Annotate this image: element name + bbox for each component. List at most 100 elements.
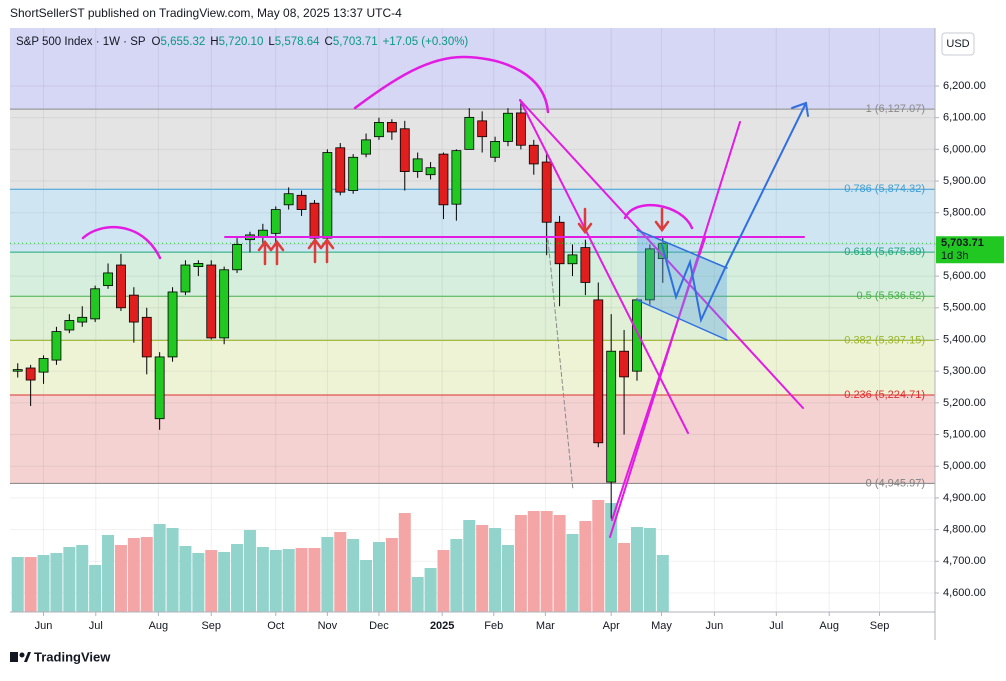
y-tick-label: 6,200.00 xyxy=(943,80,986,92)
volume-bar xyxy=(437,550,450,612)
volume-bar xyxy=(102,535,115,612)
candle-body xyxy=(103,272,113,287)
candle-body xyxy=(528,144,539,165)
fib-label: 0.382 (5,397.15) xyxy=(844,334,925,346)
y-tick-label: 5,400.00 xyxy=(943,333,986,345)
fib-label: 0.786 (5,874.32) xyxy=(844,183,925,195)
x-tick-label: Aug xyxy=(819,620,839,632)
candle-body xyxy=(632,299,642,372)
volume-bar xyxy=(63,547,76,612)
y-tick-label: 4,800.00 xyxy=(943,524,986,536)
volume-bar xyxy=(114,545,127,612)
volume-bar xyxy=(127,538,140,612)
volume-bar xyxy=(630,527,643,612)
candle-body xyxy=(619,350,629,378)
x-tick-label: Apr xyxy=(603,620,620,632)
legend: S&P 500 Index · 1W · SP O5,655.32 H5,720.1… xyxy=(16,36,468,48)
plot-area: 1 (6,127.07) 0.786 (5,874.32) 0.618 (5,675… xyxy=(10,28,935,612)
ohlc-key: H xyxy=(210,36,218,48)
footer-brand: TradingView xyxy=(34,649,111,664)
volume-bar xyxy=(24,557,37,612)
arrows xyxy=(257,207,670,266)
volume-bar xyxy=(424,568,437,612)
y-tick-label: 5,900.00 xyxy=(943,175,986,187)
fib-label: 0 (4,945.97) xyxy=(866,477,925,489)
fib-band xyxy=(10,252,935,297)
volume-bar xyxy=(463,520,476,612)
fib-band xyxy=(10,296,935,341)
volume-bar xyxy=(579,521,592,612)
fib-label: 0.5 (5,536.52) xyxy=(857,290,926,302)
ohlc-value: 5,720.10 xyxy=(219,36,264,48)
candle-body xyxy=(451,150,462,205)
ohlc-key: O xyxy=(152,36,161,48)
volume-bar xyxy=(385,538,398,612)
volume-bar xyxy=(282,549,295,612)
candle-body xyxy=(580,247,591,283)
candle-body xyxy=(90,288,101,320)
candle-body xyxy=(567,254,578,265)
volume-bar xyxy=(450,539,463,612)
arc xyxy=(81,226,162,260)
channel-line xyxy=(636,299,728,341)
candle-body xyxy=(180,264,191,293)
volume-bar xyxy=(514,515,527,612)
publisher-header: ShortSellerST published on TradingView.c… xyxy=(10,6,402,20)
ohlc-value: 5,703.71 xyxy=(333,36,378,48)
y-tick-label: 5,300.00 xyxy=(943,365,986,377)
volume-bar xyxy=(334,532,347,612)
candle-body xyxy=(219,269,230,339)
candle-body xyxy=(503,112,513,142)
volume-bar xyxy=(411,577,424,612)
currency: USD xyxy=(946,38,969,50)
volume-bar xyxy=(153,524,166,612)
candle-body xyxy=(412,158,423,172)
drawings xyxy=(81,55,809,538)
y-tick-label: 4,600.00 xyxy=(943,587,986,599)
y-tick-label: 5,500.00 xyxy=(943,302,986,314)
x-tick-label: Mar xyxy=(536,620,555,632)
candle-body xyxy=(232,244,242,271)
volume-bar xyxy=(192,553,205,612)
volume-bar xyxy=(11,557,24,612)
volume-bar xyxy=(231,544,244,612)
volume-bar xyxy=(347,539,360,612)
x-tick-label: Sep xyxy=(870,620,890,632)
x-tick-label: 2025 xyxy=(430,620,454,632)
volume-bar xyxy=(605,503,618,612)
volume-bar xyxy=(618,543,631,612)
currency-box[interactable] xyxy=(941,32,975,56)
candle-body xyxy=(477,120,488,138)
candle-body xyxy=(348,156,359,191)
candle-body xyxy=(283,193,294,206)
volume-bar xyxy=(269,550,282,612)
candle-body xyxy=(490,141,500,158)
fib-band xyxy=(10,395,935,484)
x-tick-label: Jul xyxy=(89,620,103,632)
ohlc-key: C xyxy=(325,36,333,48)
candle-body xyxy=(141,316,152,358)
trend-line xyxy=(519,99,804,409)
candle-body xyxy=(361,139,371,155)
volume-bar xyxy=(308,548,321,612)
volume-bar xyxy=(553,515,566,612)
candle-body xyxy=(296,194,307,210)
y-tick-label: 5,800.00 xyxy=(943,207,986,219)
candle-body xyxy=(644,248,655,301)
volume-bar xyxy=(321,537,334,612)
candle-body xyxy=(64,320,75,331)
candle-body xyxy=(322,152,333,239)
candle-body xyxy=(399,128,410,172)
candle-body xyxy=(386,122,397,133)
x-tick-label: Dec xyxy=(369,620,389,632)
arrow-head xyxy=(791,101,809,117)
ohlc-value: 5,578.64 xyxy=(275,36,320,48)
volume-bar xyxy=(360,560,373,612)
tradingview-logo xyxy=(10,652,31,662)
y-tick-label: 5,000.00 xyxy=(943,460,986,472)
candle-body xyxy=(206,264,217,339)
x-tick-label: May xyxy=(651,620,672,632)
x-tick-label: Feb xyxy=(484,620,503,632)
last-price-box xyxy=(936,236,1004,264)
